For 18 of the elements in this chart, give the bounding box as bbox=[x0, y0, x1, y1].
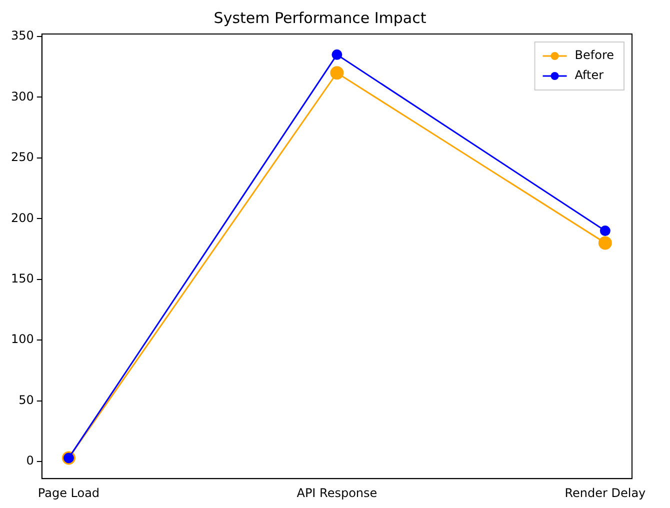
point bbox=[598, 236, 612, 250]
y-tick-label: 300 bbox=[11, 89, 34, 104]
x-tick-label: API Response bbox=[296, 486, 378, 500]
x-tick-label: Page Load bbox=[38, 486, 100, 500]
chart-title: System Performance Impact bbox=[214, 8, 426, 27]
point bbox=[600, 226, 610, 236]
legend-label: Before bbox=[574, 48, 614, 62]
legend-label: After bbox=[574, 68, 604, 82]
y-tick-label: 100 bbox=[11, 332, 34, 346]
y-tick-label: 250 bbox=[11, 150, 34, 164]
y-tick-label: 200 bbox=[11, 210, 34, 225]
point bbox=[330, 66, 344, 80]
x-tick-label: Render Delay bbox=[564, 486, 646, 500]
y-tick-label: 50 bbox=[18, 392, 34, 407]
point bbox=[332, 49, 342, 60]
y-tick-label: 150 bbox=[11, 272, 34, 286]
y-tick-label: 0 bbox=[26, 454, 34, 468]
y-tick-label: 350 bbox=[11, 28, 34, 43]
